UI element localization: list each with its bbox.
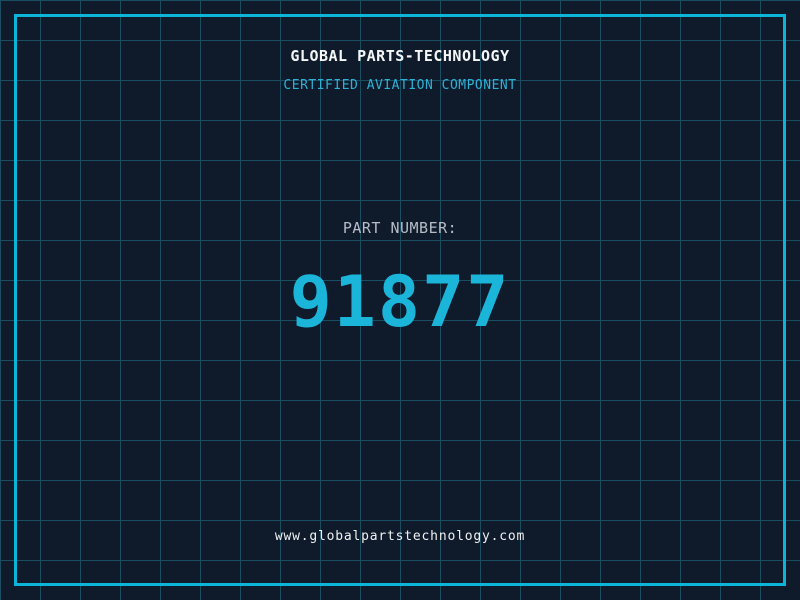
website-url: www.globalpartstechnology.com bbox=[274, 529, 526, 544]
part-number-value: 91877 bbox=[289, 261, 511, 343]
certification-text: CERTIFIED AVIATION COMPONENT bbox=[283, 78, 517, 93]
company-name: GLOBAL PARTS-TECHNOLOGY bbox=[290, 47, 510, 65]
part-number-label: PART NUMBER: bbox=[342, 219, 458, 237]
border-frame bbox=[14, 14, 786, 586]
